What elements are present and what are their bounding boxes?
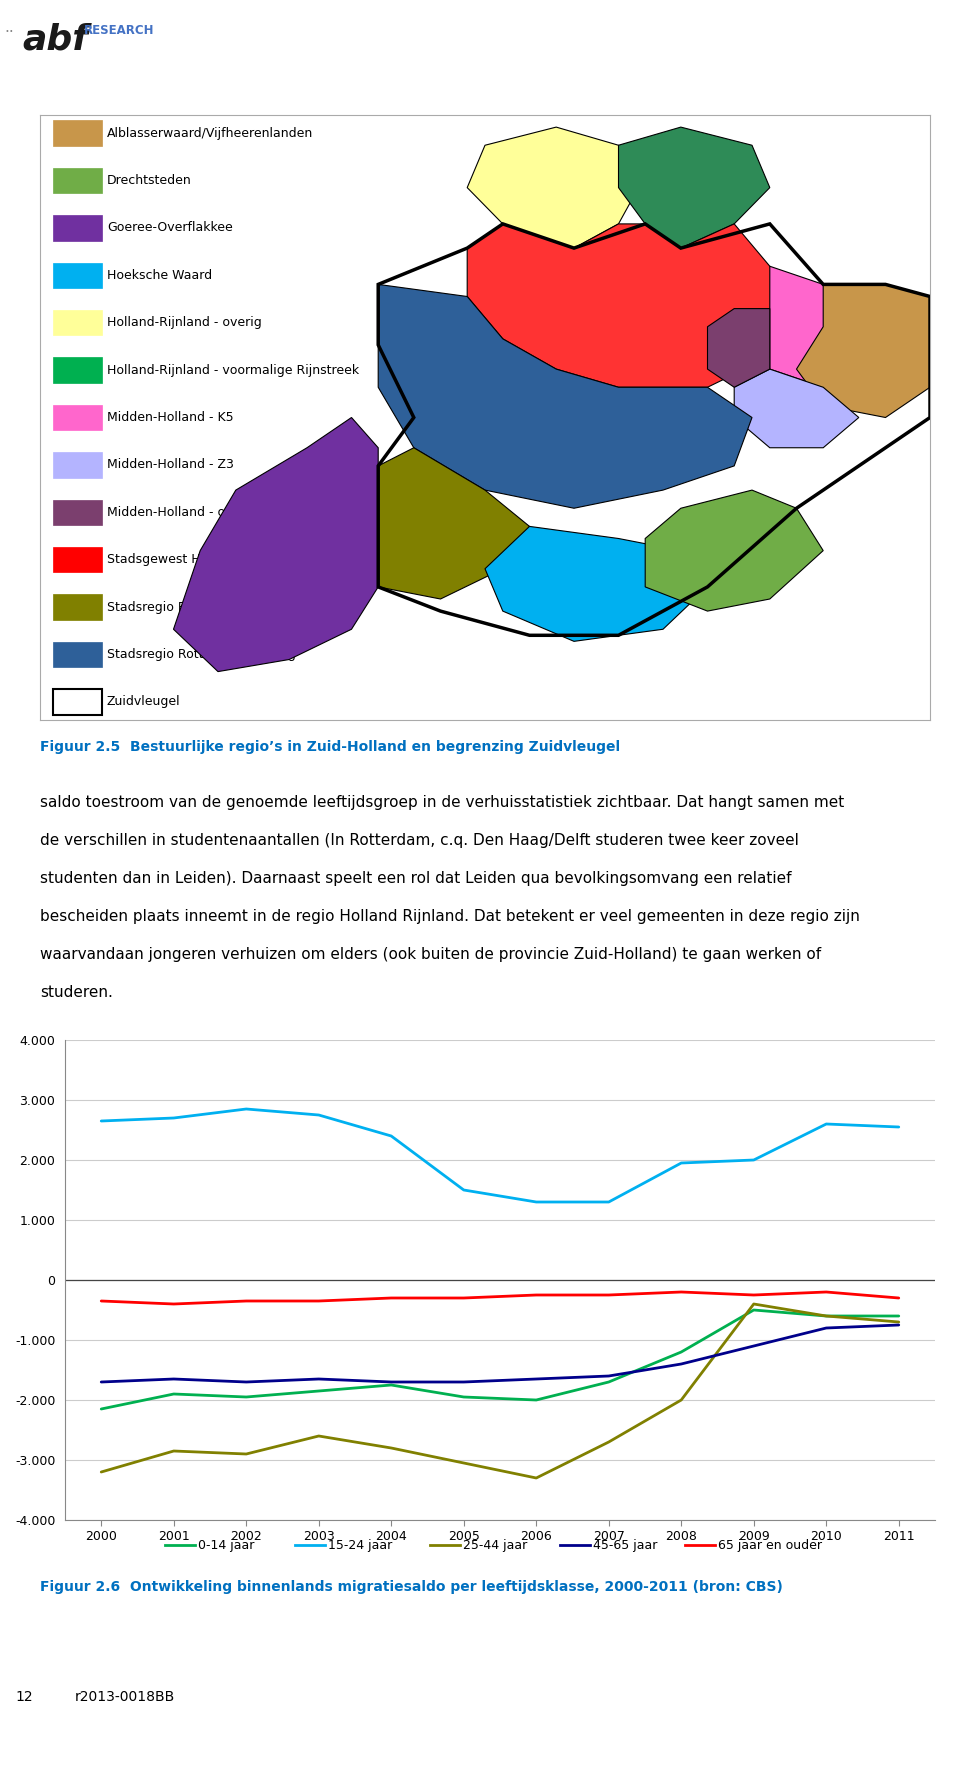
- Bar: [54, 120, 103, 145]
- Polygon shape: [708, 308, 770, 387]
- Text: Hoeksche Waard: Hoeksche Waard: [107, 269, 212, 281]
- Polygon shape: [645, 490, 824, 610]
- Text: studeren.: studeren.: [40, 985, 113, 999]
- Polygon shape: [797, 285, 930, 417]
- Text: Midden-Holland - Z3: Midden-Holland - Z3: [107, 458, 233, 471]
- Bar: [54, 405, 103, 430]
- Text: 25-44 jaar: 25-44 jaar: [463, 1539, 527, 1551]
- Text: 0-14 jaar: 0-14 jaar: [198, 1539, 254, 1551]
- Text: Figuur 2.6  Ontwikkeling binnenlands migratiesaldo per leeftijdsklasse, 2000-201: Figuur 2.6 Ontwikkeling binnenlands migr…: [40, 1580, 782, 1594]
- Text: Figuur 2.5  Bestuurlijke regio’s in Zuid-Holland en begrenzing Zuidvleugel: Figuur 2.5 Bestuurlijke regio’s in Zuid-…: [40, 739, 620, 754]
- Text: abf: abf: [22, 23, 88, 57]
- Polygon shape: [174, 417, 378, 672]
- Text: Midden-Holland - K5: Midden-Holland - K5: [107, 410, 233, 425]
- Text: studenten dan in Leiden). Daarnaast speelt een rol dat Leiden qua bevolkingsomva: studenten dan in Leiden). Daarnaast spee…: [40, 870, 791, 886]
- Text: Goeree-Overflakkee: Goeree-Overflakkee: [107, 221, 232, 235]
- Text: Zuidvleugel: Zuidvleugel: [107, 695, 180, 708]
- Text: Holland-Rijnland - voormalige Rijnstreek: Holland-Rijnland - voormalige Rijnstreek: [107, 364, 359, 377]
- Text: ··: ··: [4, 25, 13, 39]
- Bar: [54, 168, 103, 193]
- Polygon shape: [770, 267, 912, 387]
- Text: Stadsgewest Haaglanden: Stadsgewest Haaglanden: [107, 554, 267, 566]
- Bar: [54, 594, 103, 619]
- Polygon shape: [618, 127, 770, 248]
- Bar: [54, 216, 103, 241]
- Text: 45-65 jaar: 45-65 jaar: [593, 1539, 658, 1551]
- Polygon shape: [468, 225, 797, 387]
- Bar: [54, 499, 103, 525]
- Text: r2013-0018BB: r2013-0018BB: [75, 1689, 176, 1704]
- Text: saldo toestroom van de genoemde leeftijdsgroep in de verhuisstatistiek zichtbaar: saldo toestroom van de genoemde leeftijd…: [40, 794, 844, 810]
- Bar: [54, 547, 103, 573]
- Bar: [54, 357, 103, 382]
- Text: Alblasserwaard/Vijfheerenlanden: Alblasserwaard/Vijfheerenlanden: [107, 127, 313, 140]
- Polygon shape: [734, 370, 859, 448]
- Text: de verschillen in studentenaantallen (In Rotterdam, c.q. Den Haag/Delft studeren: de verschillen in studentenaantallen (In…: [40, 833, 799, 847]
- Text: RESEARCH: RESEARCH: [84, 25, 155, 37]
- Text: 65 jaar en ouder: 65 jaar en ouder: [718, 1539, 822, 1551]
- Polygon shape: [378, 448, 530, 600]
- Polygon shape: [485, 527, 708, 642]
- Text: Stadsregio Rotterdam - Voorne Putten: Stadsregio Rotterdam - Voorne Putten: [107, 600, 344, 614]
- Polygon shape: [378, 285, 752, 508]
- Bar: [54, 453, 103, 478]
- Bar: [54, 642, 103, 667]
- Bar: [54, 310, 103, 336]
- Polygon shape: [468, 127, 645, 248]
- Text: Drechtsteden: Drechtsteden: [107, 173, 191, 188]
- Text: Holland-Rijnland - overig: Holland-Rijnland - overig: [107, 317, 261, 329]
- Text: 15-24 jaar: 15-24 jaar: [328, 1539, 393, 1551]
- Text: Midden-Holland - overig: Midden-Holland - overig: [107, 506, 256, 518]
- Text: Stadsregio Rotterdam - overig: Stadsregio Rotterdam - overig: [107, 647, 296, 662]
- Bar: [54, 690, 103, 715]
- Text: waarvandaan jongeren verhuizen om elders (ook buiten de provincie Zuid-Holland) : waarvandaan jongeren verhuizen om elders…: [40, 946, 821, 962]
- Text: 12: 12: [15, 1689, 33, 1704]
- Bar: [54, 262, 103, 288]
- Text: bescheiden plaats inneemt in de regio Holland Rijnland. Dat betekent er veel gem: bescheiden plaats inneemt in de regio Ho…: [40, 909, 860, 923]
